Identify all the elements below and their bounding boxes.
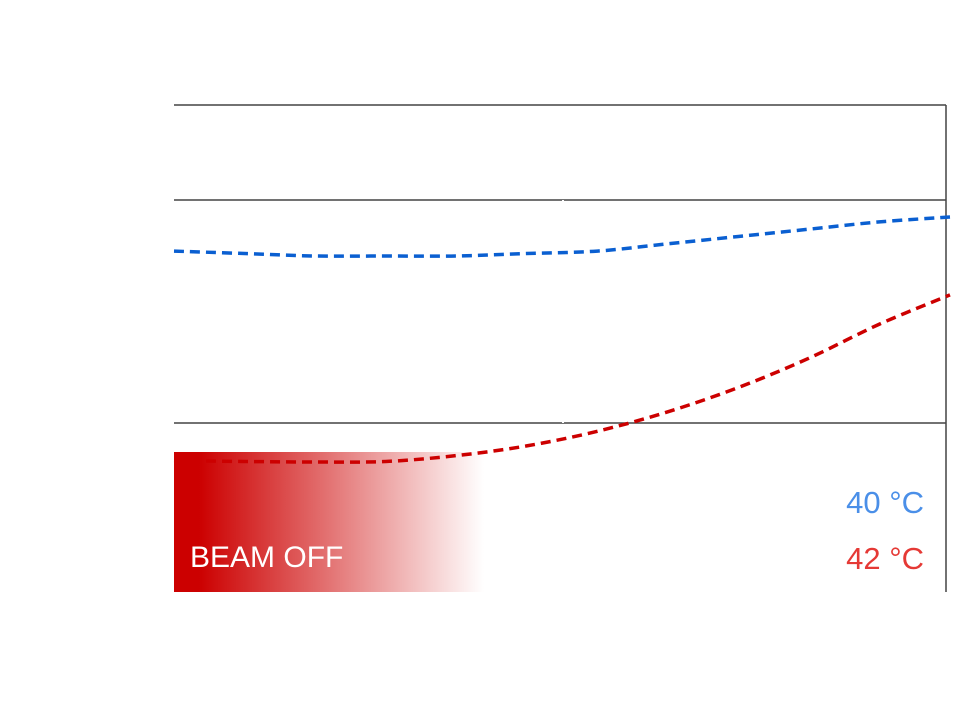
- red-temperature-readout: 42 °C: [846, 541, 924, 576]
- beam-status-indicator: BEAM OFF: [174, 452, 484, 592]
- blue-trend-line: [173, 215, 951, 258]
- beam-status-label: BEAM OFF: [190, 541, 344, 574]
- blue-temperature-readout: 40 °C: [846, 485, 924, 520]
- chart-grid: [174, 104, 947, 592]
